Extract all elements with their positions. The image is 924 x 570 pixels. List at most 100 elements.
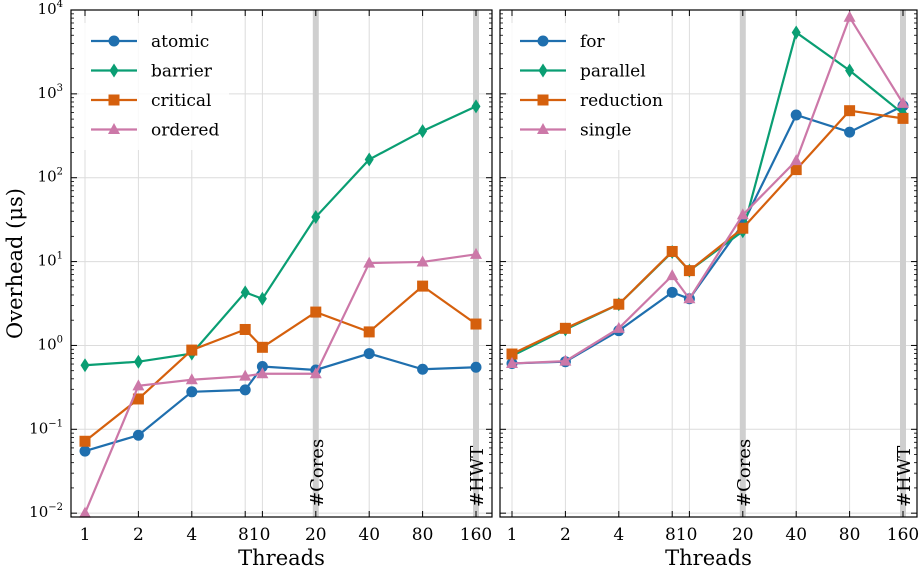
data-point-single <box>897 96 909 108</box>
data-point-critical <box>256 341 268 353</box>
data-point-atomic <box>363 348 375 360</box>
data-point-ordered <box>470 247 482 259</box>
x-tick-label: 810 <box>665 525 697 545</box>
chart-panel-2: #Cores #HWT 1 2 4 810 20 40 80 160 Threads for paral… <box>499 9 919 570</box>
data-point-for <box>666 286 678 298</box>
axis-ticks <box>71 9 492 517</box>
series-line-critical <box>84 284 477 443</box>
reference-line-label: #HWT <box>467 446 488 507</box>
data-point-parallel <box>845 63 855 78</box>
data-point-ordered <box>363 256 376 268</box>
reference-line-label: #HWT <box>894 446 915 507</box>
y-tick-label: 10−1 <box>29 418 63 437</box>
data-point-ordered <box>309 367 322 379</box>
legend-label-single: single <box>580 121 632 141</box>
data-point-reduction <box>506 348 518 360</box>
data-point-single <box>683 292 696 304</box>
series-critical <box>79 280 482 447</box>
data-point-barrier <box>257 291 267 306</box>
x-tick-label: 160 <box>887 525 919 545</box>
legend-label-critical: critical <box>151 91 211 111</box>
x-tick-label: 4 <box>186 525 197 545</box>
data-point-critical <box>363 326 375 338</box>
data-point-reduction <box>737 222 749 234</box>
data-point-ordered <box>185 373 198 385</box>
x-axis-label: Threads <box>238 546 325 570</box>
data-point-single <box>559 354 572 366</box>
x-tick-label: 1 <box>80 525 91 545</box>
legend-marker-parallel <box>538 63 548 78</box>
data-point-critical <box>132 393 144 405</box>
data-point-ordered <box>256 367 269 379</box>
data-point-atomic <box>186 386 198 398</box>
y-tick-label: 100 <box>38 334 63 353</box>
data-point-atomic <box>256 361 268 373</box>
data-point-atomic <box>132 429 144 441</box>
y-tick-label: 102 <box>38 167 63 186</box>
data-point-reduction <box>790 164 802 176</box>
data-point-atomic <box>417 363 429 375</box>
data-point-single <box>790 154 803 166</box>
x-tick-label: 160 <box>460 525 492 545</box>
y-tick-label: 103 <box>38 83 63 102</box>
legend-marker-ordered <box>108 123 120 134</box>
data-point-ordered <box>132 379 145 391</box>
x-axis-label: Threads <box>665 546 752 570</box>
x-tick-label: 40 <box>358 525 380 545</box>
data-point-reduction <box>683 265 695 277</box>
data-point-critical <box>310 306 322 318</box>
data-point-atomic <box>239 384 251 396</box>
data-point-barrier <box>311 210 321 225</box>
data-point-critical <box>79 435 91 447</box>
data-point-reduction <box>559 322 571 334</box>
data-point-single <box>736 208 749 220</box>
data-point-critical <box>186 344 198 356</box>
data-point-ordered <box>416 255 429 267</box>
data-point-reduction <box>897 112 909 124</box>
legend-marker-for <box>537 35 549 47</box>
x-tick-label: 20 <box>732 525 754 545</box>
x-tick-label: 2 <box>133 525 144 545</box>
legend-label-atomic: atomic <box>151 32 209 52</box>
plot-frame <box>70 9 493 518</box>
x-tick-label: 40 <box>785 525 807 545</box>
x-tick-label: 4 <box>613 525 624 545</box>
x-tick-label: 2 <box>560 525 571 545</box>
y-tick-label: 104 <box>38 0 63 18</box>
legend-marker-reduction <box>537 94 549 106</box>
data-point-for <box>790 109 802 121</box>
legend-marker-atomic <box>108 35 120 47</box>
data-point-barrier <box>471 99 481 114</box>
data-point-parallel <box>791 25 801 40</box>
data-point-critical <box>239 323 251 335</box>
data-point-barrier <box>364 152 374 167</box>
series-atomic <box>79 348 482 457</box>
data-point-single <box>506 356 518 368</box>
chart-panel-1: #Cores #HWT 1 2 4 810 20 40 80 160 10−2 10−1 100 101 1… <box>3 0 493 570</box>
data-point-single <box>843 10 856 22</box>
data-point-single <box>666 269 679 281</box>
x-tick-label: 1 <box>507 525 518 545</box>
data-point-ordered <box>79 506 91 518</box>
series-ordered <box>79 247 482 518</box>
legend-box <box>79 23 229 150</box>
legend-label-reduction: reduction <box>580 91 663 111</box>
legend: for parallel reduction single <box>508 23 663 150</box>
legend: atomic barrier critical ordered <box>79 23 229 150</box>
reference-line-label: #Cores <box>307 439 328 507</box>
data-point-reduction <box>844 105 856 117</box>
y-axis-label: Overhead (μs) <box>3 188 27 339</box>
data-point-for <box>844 126 856 138</box>
data-point-critical <box>417 280 429 292</box>
legend-label-barrier: barrier <box>151 62 213 82</box>
legend-label-parallel: parallel <box>580 62 646 82</box>
legend-marker-barrier <box>109 63 119 78</box>
data-point-atomic <box>79 445 91 457</box>
data-point-ordered <box>239 369 252 381</box>
reference-line-label: #Cores <box>734 439 755 507</box>
x-tick-label: 20 <box>305 525 327 545</box>
plot-frame <box>499 9 918 518</box>
data-point-critical <box>470 318 482 330</box>
x-tick-label: 810 <box>238 525 270 545</box>
